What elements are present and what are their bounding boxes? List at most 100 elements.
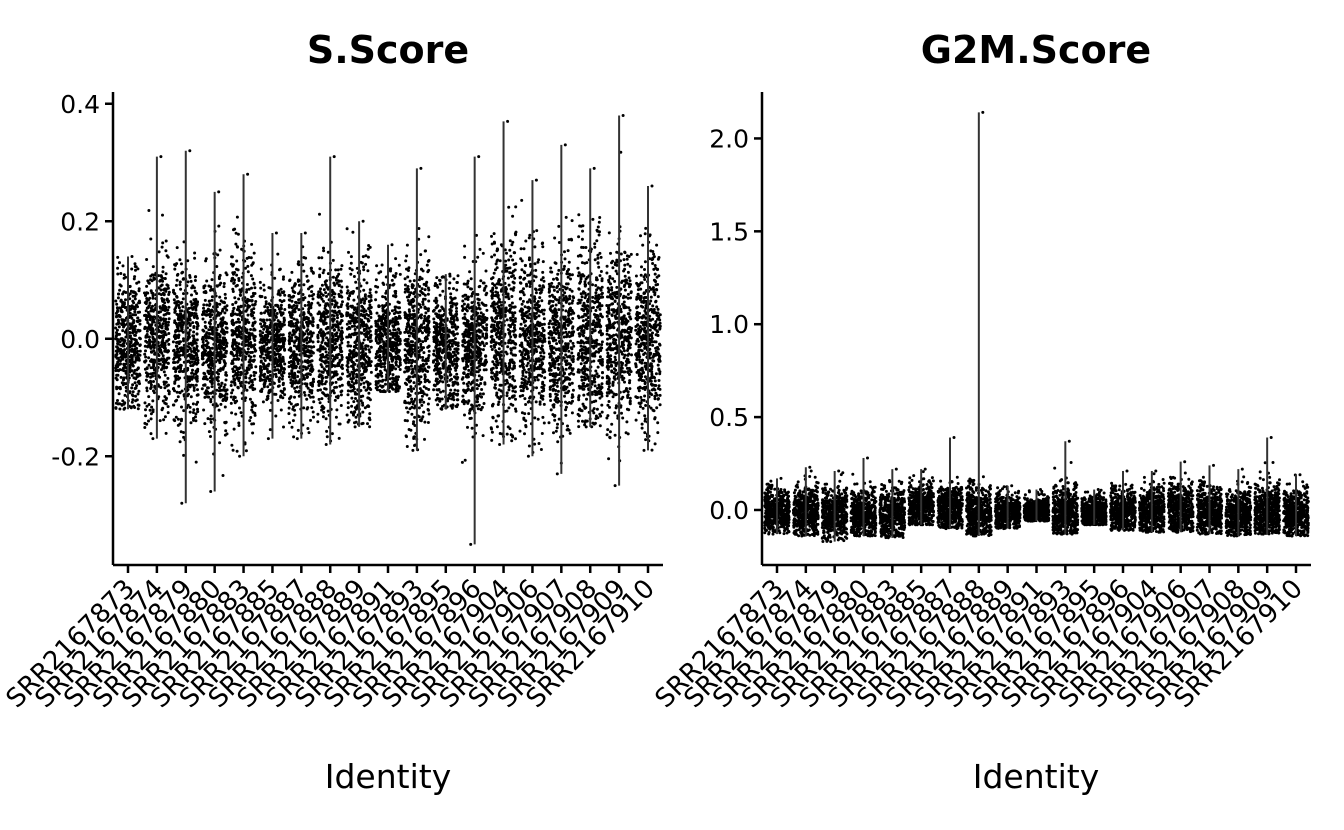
data-point xyxy=(426,270,429,273)
data-point xyxy=(394,319,397,322)
data-point xyxy=(202,409,205,412)
data-point xyxy=(218,296,221,299)
data-point xyxy=(177,326,180,329)
data-point xyxy=(405,366,408,369)
data-point xyxy=(335,339,338,342)
data-point xyxy=(322,249,325,252)
data-point xyxy=(147,395,150,398)
data-point xyxy=(158,376,161,379)
data-point xyxy=(190,342,193,345)
data-point xyxy=(223,285,226,288)
data-point xyxy=(283,388,286,391)
data-point xyxy=(311,382,314,385)
data-point xyxy=(245,352,248,355)
data-point xyxy=(147,420,150,423)
data-point xyxy=(178,370,181,373)
data-point xyxy=(175,302,178,305)
data-point xyxy=(348,349,351,352)
data-point xyxy=(355,381,358,384)
data-point xyxy=(322,411,325,414)
data-point xyxy=(210,299,213,302)
data-point-max xyxy=(362,220,365,223)
data-point xyxy=(384,323,387,326)
data-point xyxy=(196,370,199,373)
data-point xyxy=(291,385,294,388)
data-point-max xyxy=(304,232,307,235)
data-point xyxy=(195,304,198,307)
data-point xyxy=(164,374,167,377)
data-point xyxy=(335,416,338,419)
data-point xyxy=(194,279,197,282)
data-point xyxy=(290,320,293,323)
data-point xyxy=(240,351,243,354)
data-point xyxy=(302,283,305,286)
data-point xyxy=(249,398,252,401)
data-point xyxy=(394,384,397,387)
data-point xyxy=(268,370,271,373)
data-point xyxy=(379,370,382,373)
data-point xyxy=(182,297,185,300)
data-point xyxy=(152,292,155,295)
data-point xyxy=(146,341,149,344)
data-point xyxy=(369,306,372,309)
data-point xyxy=(238,279,241,282)
data-point xyxy=(337,362,340,365)
data-point xyxy=(352,363,355,366)
data-point xyxy=(360,422,363,425)
data-point xyxy=(280,304,283,307)
data-point-max xyxy=(246,173,249,176)
data-point xyxy=(159,363,162,366)
data-point xyxy=(190,294,193,297)
data-point xyxy=(201,329,204,332)
data-point xyxy=(408,313,411,316)
data-point xyxy=(233,281,236,284)
data-point xyxy=(355,343,358,346)
data-point xyxy=(176,313,179,316)
data-point xyxy=(180,262,183,265)
data-point xyxy=(362,265,365,268)
data-point xyxy=(176,273,179,276)
data-point xyxy=(189,300,192,303)
data-point xyxy=(317,296,320,299)
data-point xyxy=(182,354,185,357)
data-point xyxy=(145,387,148,390)
data-point xyxy=(269,351,272,354)
data-point xyxy=(234,332,237,335)
data-point xyxy=(159,307,162,310)
data-point xyxy=(395,306,398,309)
data-point xyxy=(421,277,424,280)
data-point xyxy=(134,343,137,346)
data-point xyxy=(115,407,118,410)
data-point xyxy=(331,289,334,292)
data-point xyxy=(322,415,325,418)
data-point-min xyxy=(123,408,126,411)
data-point xyxy=(263,383,266,386)
data-point xyxy=(236,216,239,219)
data-point xyxy=(189,411,192,414)
data-point xyxy=(339,350,342,353)
data-point xyxy=(340,377,343,380)
data-point xyxy=(208,372,211,375)
data-point xyxy=(288,421,291,424)
data-point xyxy=(427,403,430,406)
data-point xyxy=(319,344,322,347)
data-point xyxy=(219,282,222,285)
data-point xyxy=(379,345,382,348)
data-point xyxy=(305,398,308,401)
data-point xyxy=(275,375,278,378)
data-point xyxy=(137,404,140,407)
data-point xyxy=(146,366,149,369)
data-point xyxy=(196,379,199,382)
data-point xyxy=(259,281,262,284)
data-point xyxy=(150,307,153,310)
data-point xyxy=(362,355,365,358)
data-point xyxy=(319,357,322,360)
data-point xyxy=(337,268,340,271)
data-point xyxy=(173,298,176,301)
data-point xyxy=(123,273,126,276)
data-point xyxy=(123,324,126,327)
data-point xyxy=(340,339,343,342)
data-point xyxy=(360,365,363,368)
data-point xyxy=(279,327,282,330)
data-point xyxy=(412,309,415,312)
